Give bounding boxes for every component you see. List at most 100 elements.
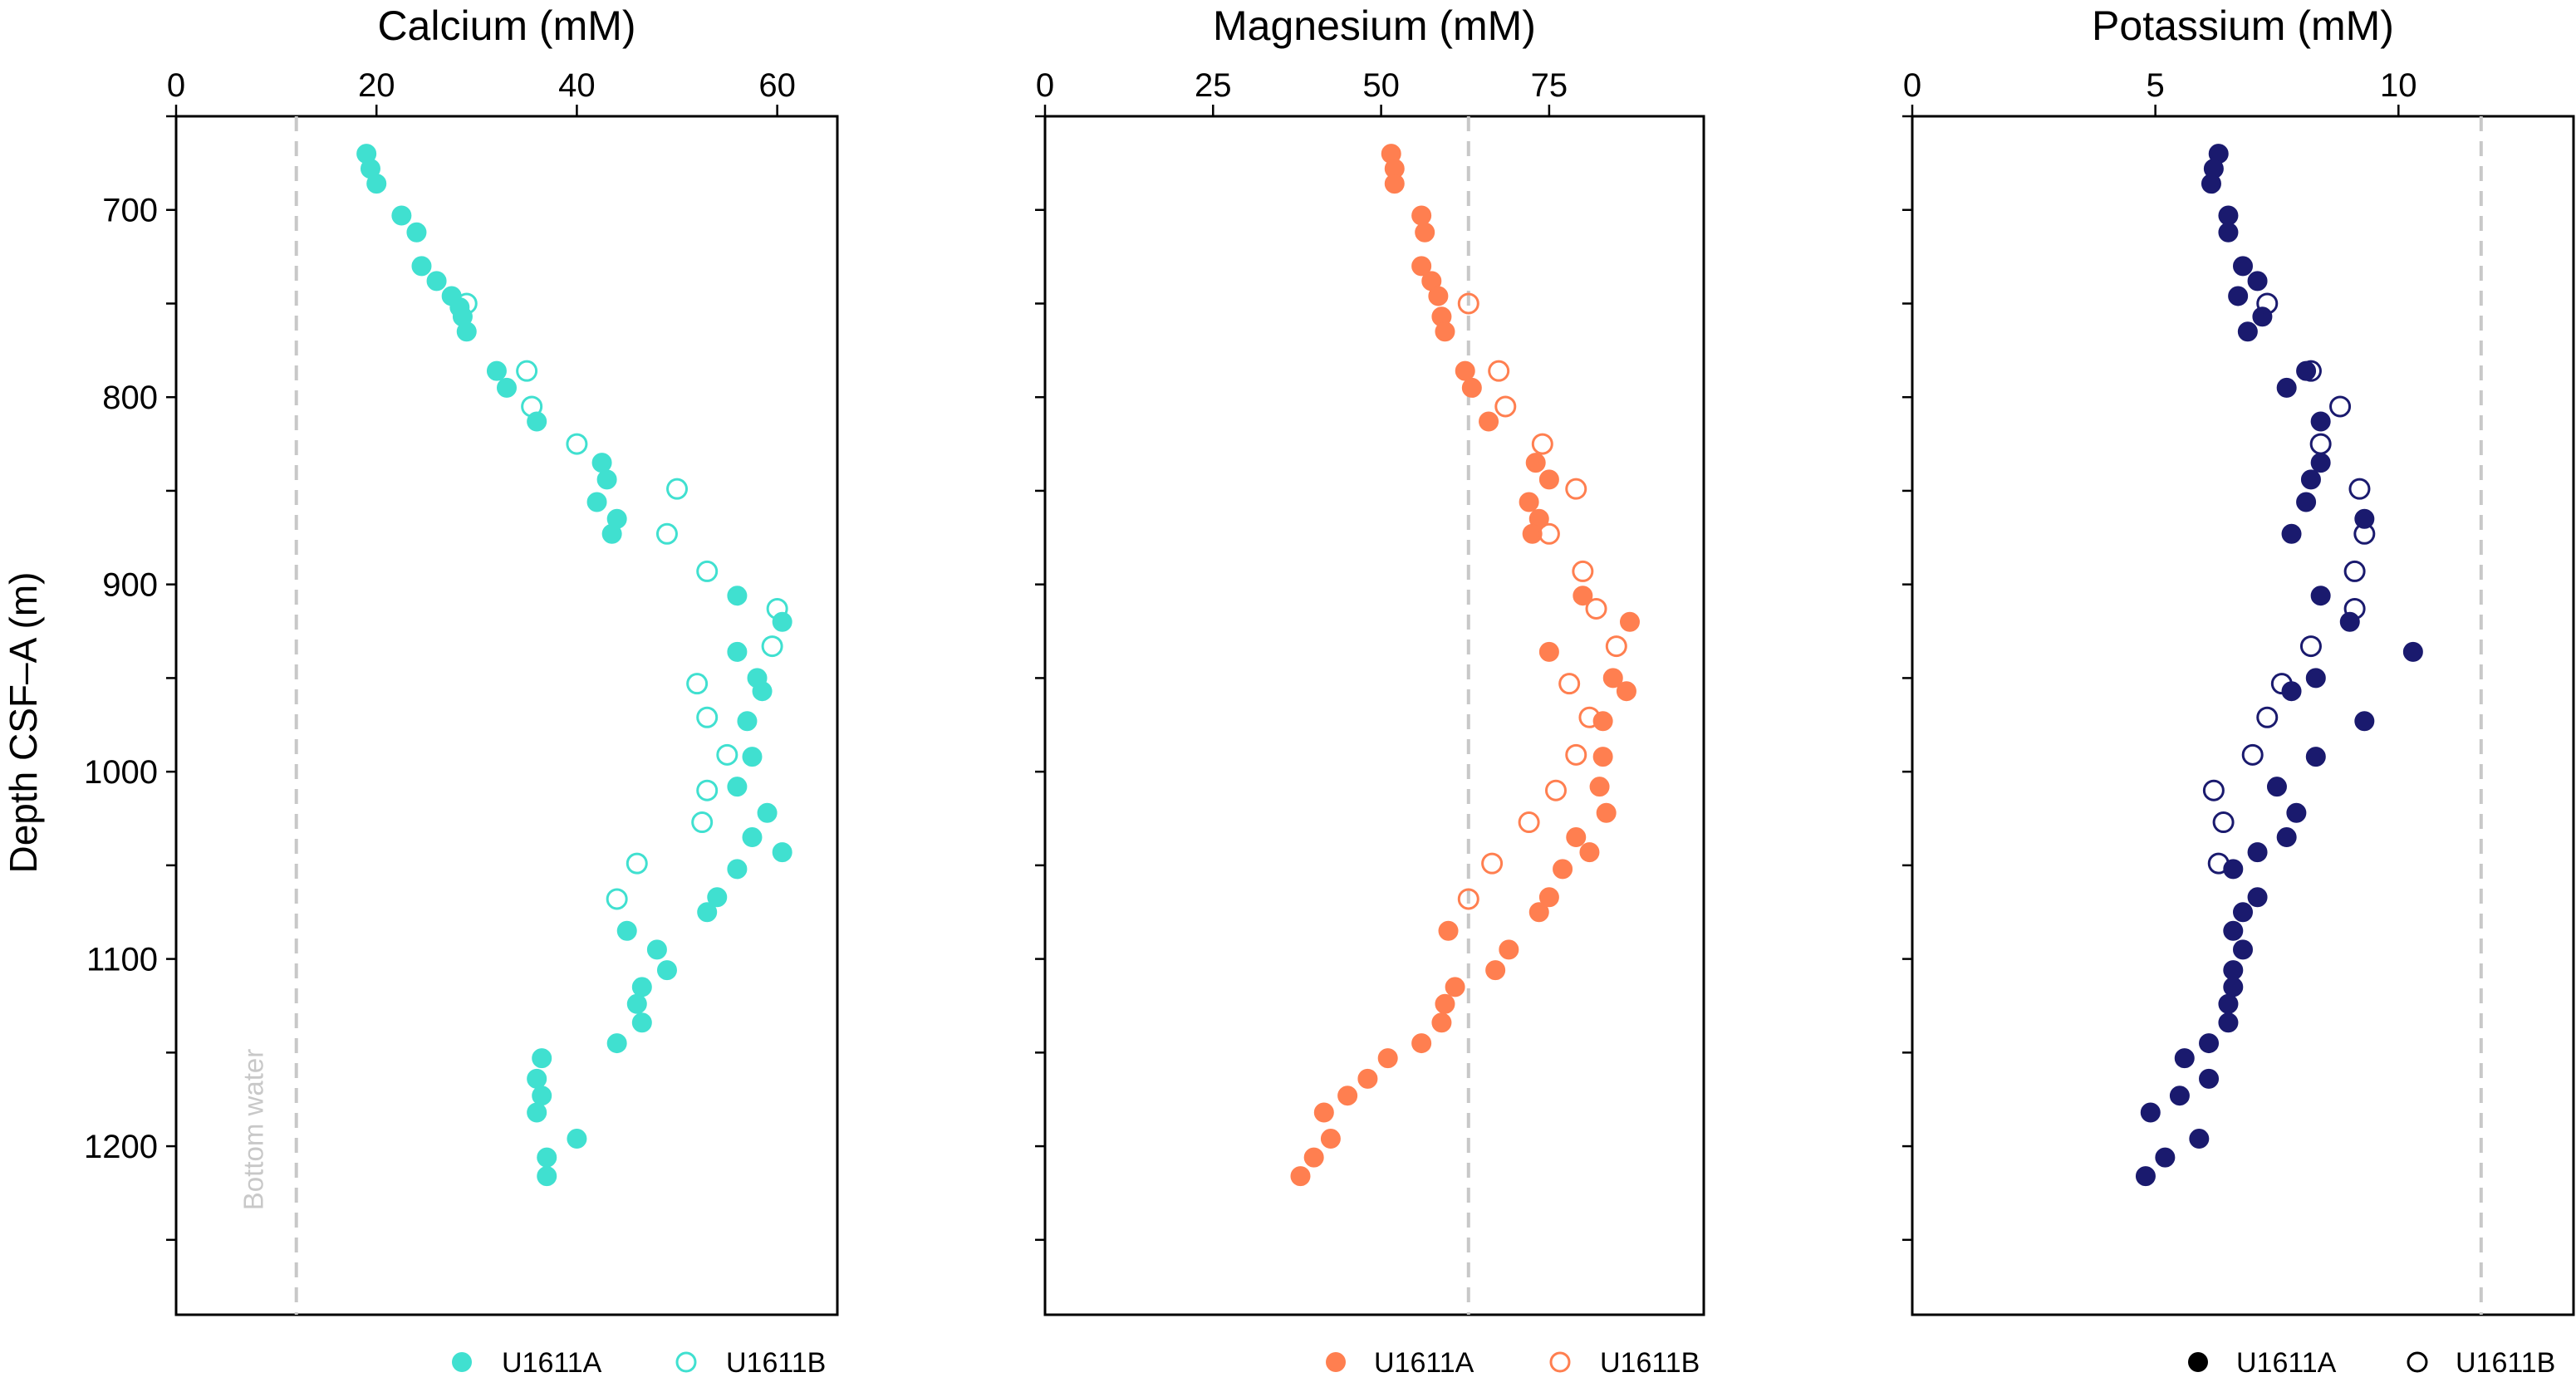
data-point xyxy=(1457,888,1479,910)
data-point xyxy=(727,777,748,797)
data-point xyxy=(2310,453,2331,473)
data-point xyxy=(1313,1102,1334,1123)
data-point xyxy=(1538,469,1559,490)
x-tick-label: 20 xyxy=(358,67,395,104)
y-tick-label: 900 xyxy=(102,567,158,604)
data-point xyxy=(411,256,432,277)
legend-label: U1611A xyxy=(2236,1347,2337,1379)
x-tick-label: 40 xyxy=(558,67,596,104)
data-point xyxy=(1357,1068,1378,1089)
data-point xyxy=(2276,377,2297,398)
data-point xyxy=(2233,256,2253,277)
data-point xyxy=(2223,920,2244,941)
data-point xyxy=(1499,939,1519,960)
data-point xyxy=(2207,852,2230,875)
data-point xyxy=(2339,611,2360,632)
panel-title: Calcium (mM) xyxy=(377,2,635,49)
data-point xyxy=(1579,842,1600,863)
data-point xyxy=(1411,205,1432,226)
data-point xyxy=(586,492,607,512)
data-point xyxy=(1565,743,1587,766)
data-point xyxy=(737,711,758,732)
data-point xyxy=(727,641,748,662)
data-point xyxy=(532,1048,552,1069)
data-point xyxy=(666,478,689,500)
data-point xyxy=(1428,286,1449,306)
data-point xyxy=(742,747,763,767)
data-point xyxy=(1415,222,1435,243)
series-U1611A xyxy=(1290,144,1640,1187)
data-point xyxy=(516,360,538,382)
data-point xyxy=(532,1086,552,1106)
data-point xyxy=(1558,673,1581,695)
data-point xyxy=(1457,292,1479,315)
data-point xyxy=(2281,523,2302,544)
data-point xyxy=(1522,523,1543,544)
plot-frame xyxy=(1043,115,1705,1316)
data-point xyxy=(1455,360,1475,381)
data-point xyxy=(2310,411,2331,432)
x-tick-label: 0 xyxy=(1903,67,1921,104)
legend-label: U1611A xyxy=(1374,1347,1474,1379)
data-point xyxy=(596,469,617,490)
data-point xyxy=(2270,673,2293,695)
data-point xyxy=(1518,811,1540,834)
data-point xyxy=(1290,1166,1311,1187)
data-point xyxy=(497,377,517,398)
data-point xyxy=(406,222,427,243)
data-point xyxy=(696,706,719,728)
data-point xyxy=(2299,635,2322,658)
data-point xyxy=(537,1166,557,1187)
legend-marker-open xyxy=(2407,1351,2428,1373)
data-point xyxy=(426,271,447,292)
data-point xyxy=(2247,842,2268,863)
bottom-water-annotation: Bottom water xyxy=(238,1049,269,1210)
data-point xyxy=(1431,1012,1452,1033)
data-point xyxy=(626,993,647,1014)
data-point xyxy=(2354,711,2375,732)
data-point xyxy=(616,920,637,941)
data-point xyxy=(1565,478,1587,500)
data-point xyxy=(2329,395,2352,418)
data-point xyxy=(1435,993,1455,1014)
data-point xyxy=(1592,747,1613,767)
x-tick-label: 0 xyxy=(167,67,185,104)
data-point xyxy=(1592,711,1613,732)
data-point xyxy=(2247,271,2268,292)
data-point xyxy=(2223,977,2244,997)
data-point xyxy=(591,453,612,473)
data-point xyxy=(1585,597,1607,620)
series-U1611A xyxy=(356,144,792,1187)
data-point xyxy=(2310,586,2331,606)
data-point xyxy=(2299,360,2322,382)
series-U1611A xyxy=(2135,144,2423,1187)
data-point xyxy=(1438,920,1459,941)
data-point xyxy=(727,859,748,880)
data-point xyxy=(1605,635,1627,658)
data-point xyxy=(366,174,387,194)
data-point xyxy=(1411,256,1432,277)
data-point xyxy=(626,852,648,875)
data-point xyxy=(1481,852,1504,875)
data-point xyxy=(727,586,748,606)
panel-2: Magnesium (mM) 0 25 50 75 U1611A U1611B xyxy=(1035,2,1705,1379)
data-point xyxy=(2199,1033,2220,1054)
data-point xyxy=(2218,222,2239,243)
data-point xyxy=(2140,1102,2161,1123)
data-point xyxy=(2296,360,2317,381)
data-point xyxy=(1528,902,1549,923)
data-point xyxy=(2233,902,2253,923)
data-point xyxy=(656,960,677,981)
data-point xyxy=(1573,586,1593,606)
data-point xyxy=(2174,1048,2195,1069)
data-point xyxy=(1519,492,1539,512)
data-point xyxy=(2199,1068,2220,1089)
data-point xyxy=(1538,641,1559,662)
data-point xyxy=(606,888,628,910)
data-point xyxy=(456,321,477,342)
data-point xyxy=(2256,292,2279,315)
data-point xyxy=(1479,411,1499,432)
series-U1611B xyxy=(455,292,788,910)
y-tick-label: 700 xyxy=(102,193,158,229)
data-point xyxy=(716,743,738,766)
